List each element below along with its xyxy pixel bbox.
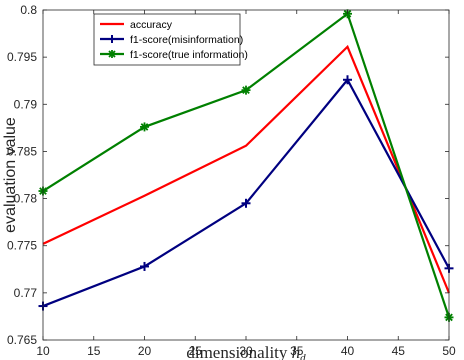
legend: accuracy f1-score(misinformation) f1-score… xyxy=(93,13,248,66)
y-tick-label: 0.765 xyxy=(7,333,37,347)
data-point-2-3 xyxy=(241,198,251,208)
x-tick-label: 50 xyxy=(442,344,456,358)
x-axis-title-symbol: h xyxy=(292,343,301,360)
x-tick-label: 30 xyxy=(239,344,253,358)
y-tick-label: 0.8 xyxy=(20,3,37,17)
x-axis-title: dimensionality hd xyxy=(186,343,306,360)
series-1 xyxy=(42,44,451,294)
y-tick-label: 0.785 xyxy=(7,144,37,158)
legend-label-1: accuracy xyxy=(130,19,173,31)
series-3 xyxy=(38,9,454,322)
legend-item-1: accuracy xyxy=(100,19,173,31)
x-axis-title-text: dimensionality xyxy=(186,343,291,360)
data-point-2-2 xyxy=(140,261,149,271)
series-line-1 xyxy=(42,44,451,294)
x-tick-label: 35 xyxy=(290,344,304,358)
data-point-3-2 xyxy=(140,122,149,132)
y-axis-title: evaluation value xyxy=(2,117,19,233)
x-tick-label: 45 xyxy=(392,344,406,358)
y-tick-label: 0.775 xyxy=(7,239,37,253)
x-tick-label: 20 xyxy=(138,344,152,358)
y-tick-label: 0.77 xyxy=(14,286,38,300)
y-tick-label: 0.78 xyxy=(14,192,38,206)
legend-item-2: f1-score(misinformation) xyxy=(100,34,243,46)
legend-item-3: f1-score(true information) xyxy=(100,49,248,61)
x-tick-label: 25 xyxy=(189,344,203,358)
y-tick-label: 0.79 xyxy=(14,97,38,111)
x-axis-title-subscript: d xyxy=(300,352,306,360)
data-point-2-4 xyxy=(343,75,352,85)
x-tick-label: 40 xyxy=(341,344,355,358)
x-tick-label: 10 xyxy=(36,344,50,358)
data-point-3-3 xyxy=(241,85,251,95)
x-tick-label: 15 xyxy=(87,344,101,358)
legend-label-2: f1-score(misinformation) xyxy=(130,34,243,46)
series-layer xyxy=(38,9,454,322)
legend-label-3: f1-score(true information) xyxy=(130,49,248,61)
axes-layer: 10 15 20 25 30 35 40 45 50 0.765 0.77 0.775 0.78 0.78… xyxy=(7,3,456,358)
y-tick-label: 0.795 xyxy=(7,50,37,64)
